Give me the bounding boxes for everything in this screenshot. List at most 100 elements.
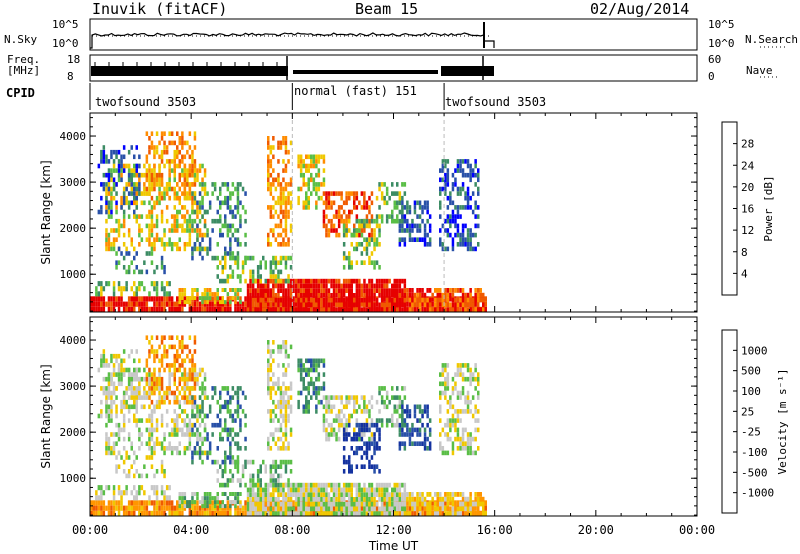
power-cell	[244, 278, 247, 284]
power-cell	[370, 251, 374, 256]
velocity-cell	[287, 487, 290, 493]
velocity-cell	[393, 492, 396, 497]
power-cell	[408, 292, 412, 298]
velocity-cell	[170, 505, 174, 511]
velocity-cell	[391, 422, 394, 428]
velocity-cell	[449, 418, 452, 423]
velocity-cell	[236, 432, 240, 437]
velocity-cell	[120, 404, 123, 410]
power-cell	[196, 168, 199, 173]
power-cell	[140, 296, 144, 302]
power-cell	[135, 291, 138, 297]
velocity-cell	[186, 504, 189, 509]
power-cell	[145, 186, 149, 192]
power-cell	[454, 177, 457, 183]
velocity-cell	[165, 446, 169, 451]
velocity-cell	[299, 506, 303, 512]
power-cell	[127, 232, 131, 238]
power-cell	[188, 172, 192, 178]
power-cell	[135, 191, 138, 196]
velocity-cell	[221, 504, 224, 509]
velocity-cell	[383, 482, 386, 488]
power-cell	[456, 186, 460, 192]
velocity-cell	[181, 358, 184, 364]
power-cell	[393, 293, 396, 298]
velocity-cell	[353, 497, 356, 502]
velocity-cell	[393, 409, 396, 414]
velocity-cell	[322, 386, 326, 391]
velocity-cell	[385, 497, 389, 502]
velocity-cell	[120, 505, 123, 511]
power-cell	[244, 218, 247, 224]
power-cell	[115, 154, 118, 160]
velocity-cell	[444, 390, 447, 396]
velocity-cell	[163, 353, 166, 359]
velocity-cell	[332, 501, 336, 507]
power-cell	[138, 306, 141, 312]
power-cell	[279, 205, 283, 210]
power-cell	[287, 237, 290, 242]
velocity-cell	[145, 363, 149, 368]
power-cell	[307, 154, 310, 160]
velocity-cell	[428, 501, 432, 507]
velocity-cell	[373, 500, 376, 506]
velocity-cell	[236, 496, 240, 501]
velocity-cell	[439, 505, 442, 511]
velocity-cell	[299, 487, 303, 493]
velocity-cell	[267, 344, 270, 350]
velocity-cell	[186, 413, 189, 419]
velocity-cell	[459, 390, 462, 396]
velocity-cell	[105, 432, 108, 437]
velocity-cell	[360, 464, 364, 469]
power-cell	[401, 278, 404, 284]
power-cell	[388, 302, 391, 308]
power-cell	[203, 218, 207, 224]
power-cell	[320, 302, 323, 308]
power-cell	[269, 307, 273, 312]
power-cell	[226, 205, 230, 210]
power-cell	[418, 237, 422, 242]
power-cell	[183, 246, 187, 252]
freq-block-2	[293, 70, 438, 74]
velocity-cell	[127, 500, 131, 506]
velocity-cell	[256, 497, 260, 502]
velocity-cell	[173, 363, 176, 368]
velocity-cell	[444, 381, 447, 387]
power-cell	[191, 163, 194, 169]
power-cell	[441, 292, 445, 298]
power-cell	[363, 293, 366, 298]
velocity-cell	[307, 506, 310, 512]
power-cell	[284, 168, 288, 173]
power-cell	[287, 159, 290, 164]
velocity-cell	[153, 510, 156, 516]
velocity-cell	[396, 487, 399, 493]
power-cell	[289, 293, 293, 298]
power-cell	[150, 218, 154, 224]
velocity-cell	[315, 376, 318, 382]
velocity-cell	[274, 441, 278, 446]
velocity-cell	[259, 487, 262, 493]
power-cell	[279, 195, 283, 201]
power-cell	[365, 251, 369, 256]
velocity-cell	[474, 427, 477, 433]
velocity-cell	[110, 446, 113, 451]
velocity-cell	[416, 432, 419, 437]
power-cell	[446, 214, 450, 219]
power-cell	[322, 218, 326, 224]
nsky-label: N.Sky	[4, 33, 38, 46]
velocity-cell	[363, 432, 366, 437]
power-cell	[201, 182, 204, 187]
power-cell	[251, 302, 255, 308]
velocity-cell	[477, 395, 480, 400]
power-cell	[125, 251, 128, 256]
power-cell	[178, 172, 181, 178]
power-cell	[138, 177, 141, 183]
power-cell	[456, 223, 460, 229]
power-cell	[130, 306, 133, 312]
power-cell	[355, 205, 359, 210]
power-cell	[385, 186, 389, 192]
velocity-cell	[411, 501, 414, 507]
velocity-cell	[181, 510, 184, 516]
power-cell	[107, 301, 111, 307]
power-cell	[133, 269, 136, 275]
